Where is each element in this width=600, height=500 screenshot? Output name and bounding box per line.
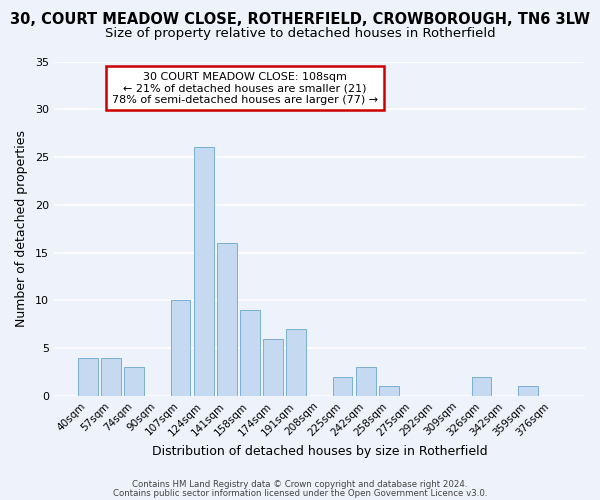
- Bar: [286, 329, 306, 396]
- Text: 30 COURT MEADOW CLOSE: 108sqm
← 21% of detached houses are smaller (21)
78% of s: 30 COURT MEADOW CLOSE: 108sqm ← 21% of d…: [112, 72, 378, 104]
- Text: 30, COURT MEADOW CLOSE, ROTHERFIELD, CROWBOROUGH, TN6 3LW: 30, COURT MEADOW CLOSE, ROTHERFIELD, CRO…: [10, 12, 590, 28]
- Bar: [170, 300, 190, 396]
- Bar: [194, 148, 214, 396]
- Text: Size of property relative to detached houses in Rotherfield: Size of property relative to detached ho…: [104, 28, 496, 40]
- Text: Contains public sector information licensed under the Open Government Licence v3: Contains public sector information licen…: [113, 488, 487, 498]
- Bar: [124, 367, 144, 396]
- Y-axis label: Number of detached properties: Number of detached properties: [15, 130, 28, 327]
- Bar: [101, 358, 121, 396]
- Bar: [472, 376, 491, 396]
- X-axis label: Distribution of detached houses by size in Rotherfield: Distribution of detached houses by size …: [152, 444, 487, 458]
- Text: Contains HM Land Registry data © Crown copyright and database right 2024.: Contains HM Land Registry data © Crown c…: [132, 480, 468, 489]
- Bar: [217, 243, 236, 396]
- Bar: [518, 386, 538, 396]
- Bar: [240, 310, 260, 396]
- Bar: [379, 386, 399, 396]
- Bar: [333, 376, 352, 396]
- Bar: [263, 338, 283, 396]
- Bar: [78, 358, 98, 396]
- Bar: [356, 367, 376, 396]
